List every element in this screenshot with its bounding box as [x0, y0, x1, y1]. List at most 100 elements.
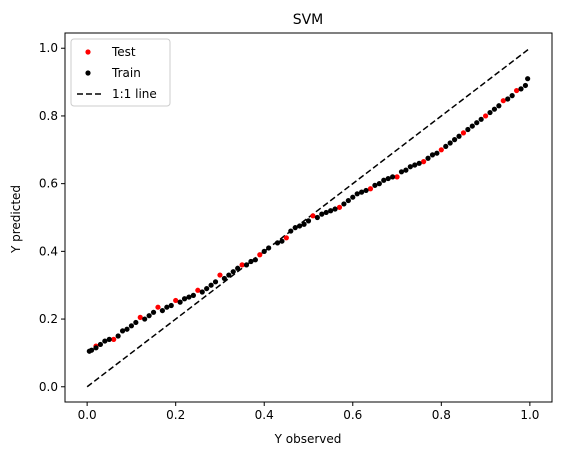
train-point	[487, 109, 493, 116]
train-point	[146, 313, 152, 319]
train-point	[429, 152, 436, 158]
train-point	[412, 162, 418, 168]
legend-label-train: Train	[111, 66, 141, 80]
train-point	[314, 214, 320, 221]
train-point	[97, 341, 104, 348]
train-point	[447, 140, 453, 146]
train-point	[332, 206, 338, 212]
y-axis-label: Y predicted	[9, 185, 23, 254]
train-point	[381, 177, 387, 183]
train-point	[350, 194, 356, 200]
x-axis-label: Y observed	[274, 432, 342, 446]
train-point	[186, 294, 192, 300]
test-point	[367, 186, 374, 192]
train-point	[518, 86, 524, 92]
test-point	[217, 272, 223, 278]
test-point	[421, 159, 427, 165]
train-point	[288, 228, 294, 234]
test-point	[513, 87, 520, 94]
train-point	[319, 211, 325, 217]
train-point	[465, 126, 471, 133]
train-point	[221, 275, 227, 282]
train-point	[505, 96, 511, 102]
test-point	[239, 262, 245, 268]
test-point	[257, 252, 263, 258]
train-point	[305, 218, 312, 224]
test-point	[111, 336, 117, 342]
y-axis: 0.0 0.2 0.4 0.6 0.8 1.0	[39, 41, 65, 394]
train-point	[279, 238, 285, 244]
train-point	[372, 182, 378, 188]
y-tick-label: 0.4	[39, 244, 58, 258]
train-point	[376, 181, 382, 187]
train-point	[390, 174, 396, 180]
train-point	[292, 225, 298, 231]
train-point	[212, 279, 219, 285]
train-point	[199, 289, 205, 295]
train-point	[509, 93, 515, 99]
train-point	[133, 319, 139, 326]
test-point	[310, 213, 316, 219]
test-point	[500, 98, 506, 104]
train-point	[235, 265, 241, 271]
x-tick-label: 0.4	[255, 408, 274, 422]
test-point	[283, 235, 289, 241]
train-point	[522, 82, 529, 89]
train-point	[230, 269, 236, 275]
train-point	[341, 201, 347, 207]
train-point	[496, 103, 502, 109]
train-point	[142, 316, 148, 322]
train-point	[491, 106, 498, 112]
test-point	[173, 297, 179, 304]
train-point	[88, 347, 95, 353]
train-point	[434, 150, 440, 156]
train-point	[190, 292, 196, 298]
plot-frame	[64, 32, 553, 403]
train-point	[323, 209, 329, 216]
test-point	[155, 304, 161, 310]
train-point	[102, 338, 108, 344]
train-point	[266, 245, 272, 251]
train-point	[425, 155, 431, 161]
legend-label-1-1-line: 1:1 line	[112, 87, 157, 101]
train-point	[345, 197, 351, 204]
y-tick-label: 0.0	[39, 380, 58, 394]
legend: Test Train 1:1 line	[70, 38, 171, 107]
y-tick-label: 0.8	[39, 109, 58, 123]
train-point	[354, 191, 360, 197]
train-point	[181, 296, 188, 302]
train-point	[398, 169, 405, 175]
train-point	[159, 307, 165, 314]
train-point	[443, 143, 449, 150]
plot-area	[64, 32, 553, 403]
legend-marker-train	[85, 70, 91, 76]
train-point	[359, 189, 365, 195]
train-point	[416, 160, 422, 166]
x-tick-label: 0.2	[166, 408, 185, 422]
y-tick-label: 0.6	[39, 177, 58, 191]
one-to-one-line	[86, 47, 531, 388]
train-point	[119, 328, 126, 334]
train-point	[474, 120, 480, 126]
train-point	[478, 116, 484, 122]
train-point	[93, 345, 99, 351]
train-point	[164, 304, 170, 310]
test-point	[137, 314, 143, 320]
train-point	[469, 123, 475, 129]
x-tick-label: 0.6	[343, 408, 362, 422]
train-point	[208, 282, 214, 288]
test-point	[195, 287, 201, 293]
train-point	[452, 137, 458, 143]
x-tick-label: 1.0	[520, 408, 539, 422]
train-point	[243, 262, 250, 268]
train-point	[363, 187, 369, 194]
x-axis: 0.0 0.2 0.4 0.6 0.8 1.0	[78, 402, 539, 422]
x-tick-label: 0.0	[78, 408, 97, 422]
train-point	[252, 257, 258, 263]
train-point	[226, 272, 232, 278]
train-point	[274, 240, 281, 246]
test-point	[336, 204, 343, 210]
chart-title: SVM	[293, 12, 324, 28]
train-point	[403, 167, 409, 173]
